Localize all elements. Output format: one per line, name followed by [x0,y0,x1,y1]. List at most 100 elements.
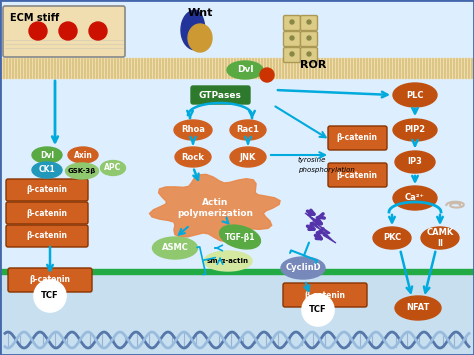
Bar [261,58,263,78]
Bar [84,58,85,78]
Bar [141,58,143,78]
Text: Ca²⁺: Ca²⁺ [405,193,425,202]
Bar [279,58,281,78]
Bar [33,58,35,78]
Text: β-catenin: β-catenin [337,170,377,180]
Text: sm-α-actin: sm-α-actin [207,258,249,264]
Circle shape [302,294,334,326]
Bar [459,58,461,78]
Ellipse shape [68,147,98,163]
Bar [3,58,4,78]
Bar [303,58,304,78]
Bar [18,58,19,78]
Text: PKC: PKC [383,234,401,242]
Circle shape [307,52,311,56]
Text: Dvl: Dvl [40,151,54,159]
Bar [453,58,455,78]
Text: ECM stiff: ECM stiff [10,13,59,23]
Bar [150,58,152,78]
Ellipse shape [230,120,266,140]
Text: IP3: IP3 [408,158,422,166]
Bar [471,58,473,78]
Bar [90,58,91,78]
Bar [180,58,182,78]
FancyBboxPatch shape [283,32,301,47]
Bar [390,58,392,78]
Bar [444,58,446,78]
Bar [348,58,349,78]
Bar [465,58,466,78]
Bar [36,58,37,78]
FancyBboxPatch shape [191,86,250,104]
Ellipse shape [393,186,437,210]
Bar [165,58,166,78]
Polygon shape [181,10,205,50]
Ellipse shape [281,257,325,279]
Bar [417,58,419,78]
FancyBboxPatch shape [328,126,387,150]
Bar [54,58,55,78]
Bar [72,58,73,78]
Bar [429,58,430,78]
Bar [192,58,193,78]
Bar [114,58,116,78]
Bar [0,272,474,355]
Text: CK1: CK1 [38,165,55,175]
Bar [30,58,31,78]
Bar [351,58,353,78]
Bar [21,58,22,78]
Bar [69,58,71,78]
Bar [339,58,340,78]
Bar [468,58,470,78]
Ellipse shape [227,61,263,79]
FancyBboxPatch shape [6,202,88,224]
Bar [288,58,290,78]
Text: Actin
polymerization: Actin polymerization [177,198,253,218]
Circle shape [34,280,66,312]
Bar [426,58,428,78]
Polygon shape [188,24,212,52]
Text: Rhoa: Rhoa [181,126,205,135]
Bar [312,58,313,78]
FancyBboxPatch shape [328,163,387,187]
Bar [324,58,326,78]
Bar [93,58,94,78]
Bar [9,58,10,78]
Bar [330,58,331,78]
Bar [207,58,209,78]
Text: TCF: TCF [309,306,327,315]
Bar [393,58,394,78]
Bar [42,58,44,78]
Bar [402,58,403,78]
Circle shape [307,20,311,24]
Bar [15,58,17,78]
Bar [435,58,437,78]
Bar [198,58,200,78]
Text: TCF: TCF [41,291,59,300]
Bar [432,58,434,78]
Bar [276,58,277,78]
Bar [363,58,365,78]
Ellipse shape [174,120,212,140]
Bar [333,58,335,78]
Bar [315,58,317,78]
Bar [357,58,358,78]
Text: β-catenin: β-catenin [304,290,346,300]
FancyBboxPatch shape [301,16,318,31]
Bar [270,58,272,78]
Bar [306,58,308,78]
Bar [81,58,82,78]
Bar [405,58,407,78]
Bar [243,58,245,78]
Bar [195,58,197,78]
Bar [255,58,256,78]
Bar [423,58,425,78]
Bar [51,58,53,78]
Bar [252,58,254,78]
Bar [366,58,367,78]
Bar [360,58,362,78]
Bar [342,58,344,78]
Ellipse shape [393,83,437,107]
Text: β-catenin: β-catenin [27,186,67,195]
Bar [186,58,188,78]
